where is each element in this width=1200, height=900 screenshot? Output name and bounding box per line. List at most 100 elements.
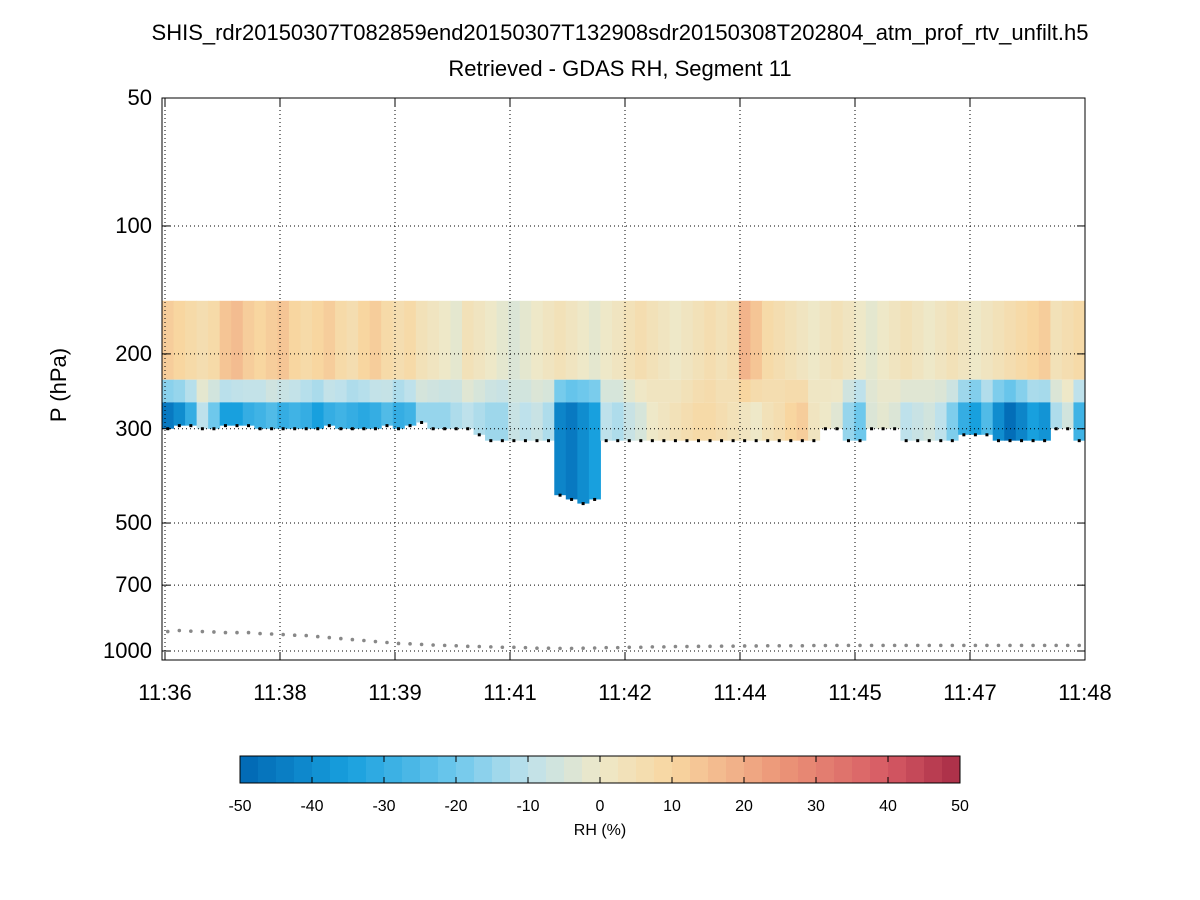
colorbar-segment: [276, 756, 295, 783]
colorbar-segment: [690, 756, 709, 783]
cloud-top-marker: [766, 439, 770, 443]
surface-marker: [339, 636, 343, 641]
surface-marker: [408, 642, 412, 646]
heatmap-cell: [508, 300, 521, 380]
heatmap-cell: [635, 300, 648, 380]
cloud-top-marker: [996, 439, 1000, 443]
heatmap-cell: [196, 300, 209, 380]
heatmap-cell: [1004, 300, 1017, 380]
heatmap-cell: [577, 402, 590, 504]
heatmap-cell: [911, 402, 924, 441]
surface-marker: [639, 645, 643, 650]
heatmap-cell: [473, 402, 486, 435]
heatmap-cell: [808, 300, 821, 380]
heatmap-cell: [923, 300, 936, 380]
surface-marker: [985, 643, 989, 648]
heatmap-cell: [600, 402, 613, 441]
cloud-top-marker: [1008, 439, 1012, 443]
heatmap-cell: [1038, 300, 1051, 380]
axes-frame: [161, 97, 1086, 661]
cloud-top-marker: [327, 424, 331, 428]
heatmap-cell: [508, 402, 521, 441]
cloud-top-marker: [570, 497, 574, 501]
heatmap-cell: [704, 379, 717, 403]
heatmap-cell: [854, 300, 867, 380]
y-tick-label: 100: [115, 212, 152, 238]
heatmap-cell: [231, 379, 244, 403]
heatmap-cell: [485, 300, 498, 380]
heatmap-cell: [692, 379, 705, 403]
heatmap-cell: [946, 379, 959, 403]
heatmap-cell: [611, 300, 624, 380]
colorbar-tick-label: 40: [879, 798, 897, 815]
heatmap-cell: [323, 402, 336, 426]
heatmap-cell: [727, 379, 740, 403]
cloud-top-marker: [939, 439, 943, 443]
heatmap-cell: [288, 300, 301, 380]
cloud-top-marker: [431, 427, 435, 431]
surface-marker: [235, 630, 239, 635]
cloud-top-marker: [1066, 427, 1070, 431]
heatmap-cell: [415, 300, 428, 380]
cloud-top-marker: [408, 424, 412, 428]
cloud-top-marker: [1043, 439, 1047, 443]
heatmap-cell: [1073, 300, 1086, 380]
heatmap-cell: [542, 402, 555, 441]
heatmap-cell: [888, 402, 901, 429]
cloud-top-marker: [754, 439, 758, 443]
heatmap-cell: [819, 402, 832, 429]
heatmap-cell: [162, 379, 175, 403]
surface-marker: [442, 643, 447, 648]
cloud-top-marker: [558, 493, 562, 497]
cloud-top-marker: [373, 427, 377, 431]
cloud-top-marker: [235, 424, 239, 428]
heatmap-cell: [335, 402, 348, 429]
colorbar-segment: [870, 756, 889, 783]
heatmap-cell: [381, 379, 394, 403]
colorbar-segment: [366, 756, 385, 783]
surface-marker: [212, 630, 216, 634]
heatmap-cell: [565, 402, 578, 500]
surface-marker: [569, 646, 574, 651]
cloud-top-marker: [708, 439, 712, 443]
heatmap-cell: [623, 402, 636, 441]
colorbar-tick-label: 30: [807, 798, 825, 815]
heatmap-cell: [404, 379, 417, 403]
surface-marker: [1031, 643, 1035, 648]
heatmap-cell: [1015, 300, 1028, 380]
surface-marker: [200, 629, 205, 634]
x-tick-label: 11:48: [1058, 680, 1112, 705]
colorbar-segment: [402, 756, 421, 783]
surface-marker: [881, 643, 885, 648]
colorbar-segment: [888, 756, 907, 783]
surface-marker: [604, 645, 608, 650]
heatmap-cell: [358, 300, 371, 380]
cloud-top-marker: [270, 427, 274, 431]
heatmap-cell: [888, 300, 901, 380]
surface-marker: [835, 643, 839, 648]
heatmap-cell: [242, 379, 255, 403]
heatmap-cell: [669, 402, 682, 441]
cloud-top-marker: [962, 433, 966, 437]
heatmap-cell: [773, 300, 786, 380]
heatmap-cell: [831, 300, 844, 380]
heatmap-cell: [219, 379, 232, 403]
heatmap-cell: [358, 402, 371, 429]
y-tick-label: 1000: [103, 637, 152, 663]
cloud-top-marker: [720, 439, 724, 443]
heatmap-cell: [392, 379, 405, 403]
cloud-top-marker: [466, 427, 470, 431]
surface-marker: [500, 645, 505, 650]
surface-marker: [350, 637, 355, 642]
heatmap-cell: [981, 300, 994, 380]
surface-marker: [396, 641, 401, 646]
surface-marker: [592, 646, 597, 650]
x-tick-label: 11:42: [598, 680, 652, 705]
heatmap-cell: [588, 402, 601, 500]
heatmap-cell: [842, 300, 855, 380]
heatmap-cell: [554, 379, 567, 403]
heatmap-cell: [219, 402, 232, 426]
heatmap-cell: [219, 300, 232, 380]
surface-marker: [950, 643, 955, 648]
heatmap-cell: [311, 300, 325, 380]
